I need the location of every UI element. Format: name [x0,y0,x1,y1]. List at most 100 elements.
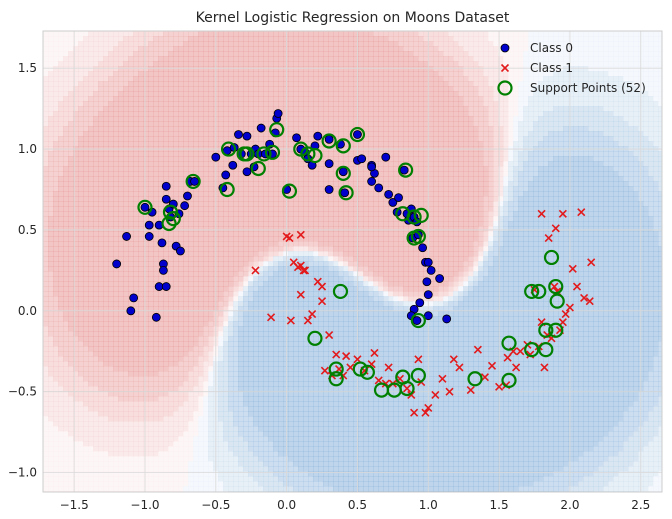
contour-cell [103,226,109,232]
contour-cell [223,321,229,327]
contour-cell [128,336,134,342]
contour-cell [198,56,204,62]
contour-cell [298,56,304,62]
contour-cell [193,141,199,147]
contour-cell [143,286,149,292]
contour-cell [93,116,99,122]
contour-cell [293,476,299,482]
contour-cell [148,406,154,412]
contour-cell [168,311,174,317]
contour-cell [308,361,314,367]
contour-cell [128,426,134,432]
contour-cell [238,111,244,117]
contour-cell [278,421,284,427]
contour-cell [233,256,239,262]
contour-cell [273,361,279,367]
contour-cell [73,206,79,212]
contour-cell [228,266,234,272]
contour-cell [188,271,194,277]
contour-cell [43,131,49,137]
contour-cell [53,186,59,192]
contour-cell [218,271,224,277]
contour-cell [168,111,174,117]
contour-cell [278,331,284,337]
contour-cell [143,46,149,52]
contour-cell [68,426,74,432]
contour-cell [118,186,124,192]
contour-cell [233,446,239,452]
contour-cell [143,136,149,142]
contour-cell [83,101,89,107]
contour-cell [228,46,234,52]
contour-cell [248,416,254,422]
contour-cell [73,61,79,67]
contour-cell [53,416,59,422]
contour-cell [108,371,114,377]
contour-cell [308,31,314,37]
contour-cell [203,456,209,462]
contour-cell [153,406,159,412]
contour-cell [173,81,179,87]
contour-cell [108,411,114,417]
contour-cell [163,441,169,447]
contour-cell [133,161,139,167]
contour-cell [138,381,144,387]
contour-cell [198,466,204,472]
contour-cell [303,481,309,487]
contour-cell [273,411,279,417]
contour-cell [88,346,94,352]
contour-cell [238,251,244,257]
contour-cell [283,51,289,57]
contour-cell [138,186,144,192]
contour-cell [68,111,74,117]
contour-cell [298,471,304,477]
contour-cell [273,136,279,142]
contour-cell [273,391,279,397]
contour-cell [238,281,244,287]
contour-cell [68,261,74,267]
contour-cell [68,56,74,62]
contour-cell [263,201,269,207]
contour-cell [73,76,79,82]
contour-cell [43,301,49,307]
contour-cell [268,146,274,152]
contour-cell [263,126,269,132]
contour-cell [178,176,184,182]
contour-cell [73,296,79,302]
contour-cell [293,196,299,202]
contour-cell [223,336,229,342]
contour-cell [203,436,209,442]
contour-cell [148,386,154,392]
contour-cell [88,341,94,347]
contour-cell [198,486,204,492]
contour-cell [53,191,59,197]
contour-cell [268,391,274,397]
contour-cell [113,266,119,272]
contour-cell [78,131,84,137]
contour-cell [118,381,124,387]
contour-cell [238,271,244,277]
contour-cell [288,461,294,467]
contour-cell [258,51,264,57]
contour-cell [93,391,99,397]
contour-cell [53,56,59,62]
contour-cell [283,76,289,82]
contour-cell [203,481,209,487]
contour-cell [308,206,314,212]
contour-cell [168,266,174,272]
contour-cell [118,181,124,187]
contour-cell [223,76,229,82]
contour-cell [68,411,74,417]
contour-cell [253,311,259,317]
contour-cell [293,111,299,117]
contour-cell [88,436,94,442]
contour-cell [118,81,124,87]
contour-cell [153,231,159,237]
contour-cell [273,91,279,97]
contour-cell [98,56,104,62]
contour-cell [78,291,84,297]
contour-cell [108,66,114,72]
contour-cell [128,346,134,352]
contour-cell [143,481,149,487]
contour-cell [118,116,124,122]
